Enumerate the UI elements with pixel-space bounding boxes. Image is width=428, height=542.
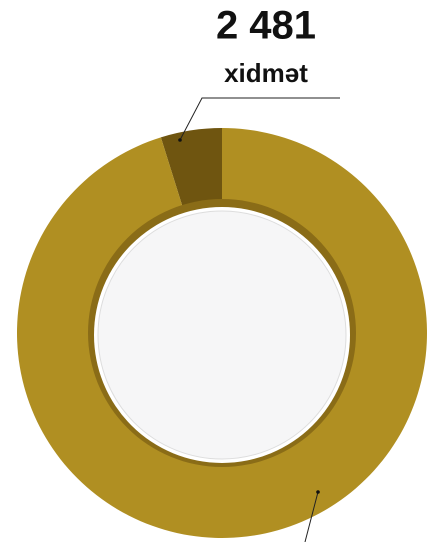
- leader-dot: [316, 490, 320, 494]
- leader-line: [304, 491, 319, 542]
- unit-label: xidmət: [224, 58, 308, 88]
- leader-line: [179, 97, 340, 141]
- donut-slice: [160, 128, 222, 209]
- value-label: 2 481: [216, 4, 316, 48]
- donut-slice: [17, 128, 428, 538]
- donut-hole: [97, 210, 347, 460]
- slices: [17, 128, 428, 538]
- leader-dot: [178, 138, 182, 142]
